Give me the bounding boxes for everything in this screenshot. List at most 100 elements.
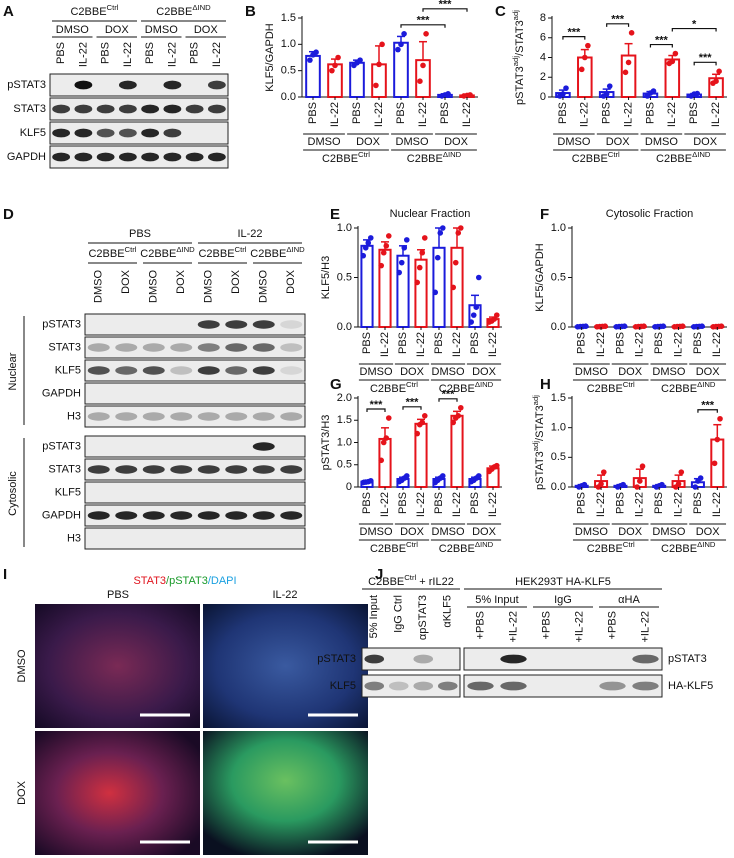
data-point — [335, 54, 341, 61]
data-point — [432, 289, 439, 296]
text-run: C2BBE — [587, 543, 623, 555]
data-point — [718, 323, 725, 330]
blot-band — [118, 104, 137, 114]
significance-bracket — [697, 409, 718, 413]
data-point — [660, 323, 667, 330]
y-axis-label: KLF5/GAPDH — [264, 23, 276, 92]
significance-label: *** — [611, 14, 625, 26]
superscript: Ctrl — [107, 3, 119, 12]
blot-band — [96, 104, 115, 114]
data-point — [383, 435, 390, 441]
lane-label: +PBS — [606, 611, 618, 639]
row-label: DOX — [16, 780, 28, 805]
row-label: STAT3 — [13, 103, 46, 115]
blot-band — [280, 366, 303, 375]
blot-band — [115, 366, 138, 375]
text-run: pSTAT3/H3 — [320, 415, 332, 471]
data-point — [420, 62, 426, 69]
blot-band — [225, 412, 248, 421]
data-point — [313, 49, 319, 56]
blot-band — [252, 412, 275, 421]
data-point — [585, 42, 591, 49]
panel-letter: B — [245, 3, 256, 20]
row-label: KLF5 — [330, 680, 356, 692]
y-tick-label: 1.5 — [551, 392, 566, 404]
data-point — [437, 230, 444, 236]
superscript: Ctrl — [406, 380, 418, 389]
text-run: /STAT3 — [534, 405, 546, 441]
y-tick-label: 0.5 — [337, 271, 352, 283]
data-point — [380, 439, 387, 446]
text-run: C2BBE — [368, 576, 404, 588]
blot-strip — [49, 145, 229, 169]
row-label: GAPDH — [42, 387, 81, 399]
significance-label: *** — [442, 389, 456, 401]
text-run: C2BBE — [661, 543, 697, 555]
lane-label: +PBS — [474, 611, 486, 639]
blot-band — [225, 343, 248, 352]
text-run: C2BBE — [572, 153, 608, 165]
superscript: adj — [531, 441, 540, 452]
superscript: ΔIND — [286, 245, 305, 254]
row-label: KLF5 — [55, 364, 81, 376]
blot-band — [163, 152, 182, 162]
group-label: DMSO — [396, 136, 429, 148]
lane-label: DOX — [120, 269, 132, 294]
blot-band — [118, 80, 137, 90]
cell-line-label: C2BBECtrl — [572, 150, 620, 165]
blot-band — [185, 152, 204, 162]
data-point — [395, 46, 401, 53]
data-point — [603, 91, 610, 97]
x-tick-label: PBS — [351, 102, 363, 124]
x-tick-label: IL-22 — [595, 332, 607, 357]
group-label: DMSO — [432, 366, 465, 378]
data-point — [357, 57, 363, 63]
data-point — [493, 462, 500, 469]
lane-label: PBS — [189, 42, 201, 64]
x-tick-label: PBS — [614, 492, 626, 514]
text-run: + rIL22 — [416, 576, 454, 588]
data-point — [401, 31, 407, 37]
significance-label: *** — [567, 27, 581, 39]
y-tick-label: 0 — [540, 91, 546, 103]
lane-label: IL-22 — [122, 42, 134, 67]
data-point — [639, 463, 646, 470]
bar — [349, 61, 365, 98]
lane-label: αpSTAT3 — [417, 595, 429, 640]
data-point — [628, 30, 635, 36]
y-tick-label: 2.0 — [337, 392, 352, 404]
lane-label: IL-22 — [77, 42, 89, 67]
x-tick-label: IL-22 — [595, 492, 607, 517]
cell-line-label: C2BBECtrl — [88, 245, 136, 260]
blot-band — [632, 681, 659, 691]
x-tick-label: IL-22 — [379, 492, 391, 517]
x-tick-label: IL-22 — [415, 492, 427, 517]
x-tick-label: PBS — [614, 332, 626, 354]
data-point — [714, 436, 721, 443]
data-point — [421, 235, 428, 241]
data-point — [641, 323, 647, 330]
row-label: STAT3 — [48, 463, 81, 475]
data-point — [473, 304, 480, 311]
data-point — [475, 473, 482, 479]
x-tick-label: PBS — [576, 332, 588, 354]
treatment-label: DOX — [105, 24, 130, 36]
y-tick-label: 2 — [540, 71, 546, 83]
y-tick-label: 8 — [540, 12, 546, 24]
row-label: pSTAT3 — [42, 318, 81, 330]
panel-letter: C — [495, 3, 506, 20]
blot-band — [225, 465, 248, 474]
blot-band — [500, 654, 527, 664]
data-point — [378, 262, 385, 269]
x-tick-label: PBS — [576, 492, 588, 514]
significance-bracket — [649, 43, 673, 48]
blot-band — [364, 654, 385, 664]
data-point — [450, 419, 457, 426]
cell-line-label: C2BBEΔIND — [661, 380, 716, 395]
group-label: IgG — [554, 594, 572, 606]
blot-band — [197, 412, 220, 421]
data-point — [307, 57, 313, 63]
blot-band — [225, 320, 248, 329]
data-point — [398, 41, 404, 48]
text-run: C2BBE — [439, 383, 475, 395]
